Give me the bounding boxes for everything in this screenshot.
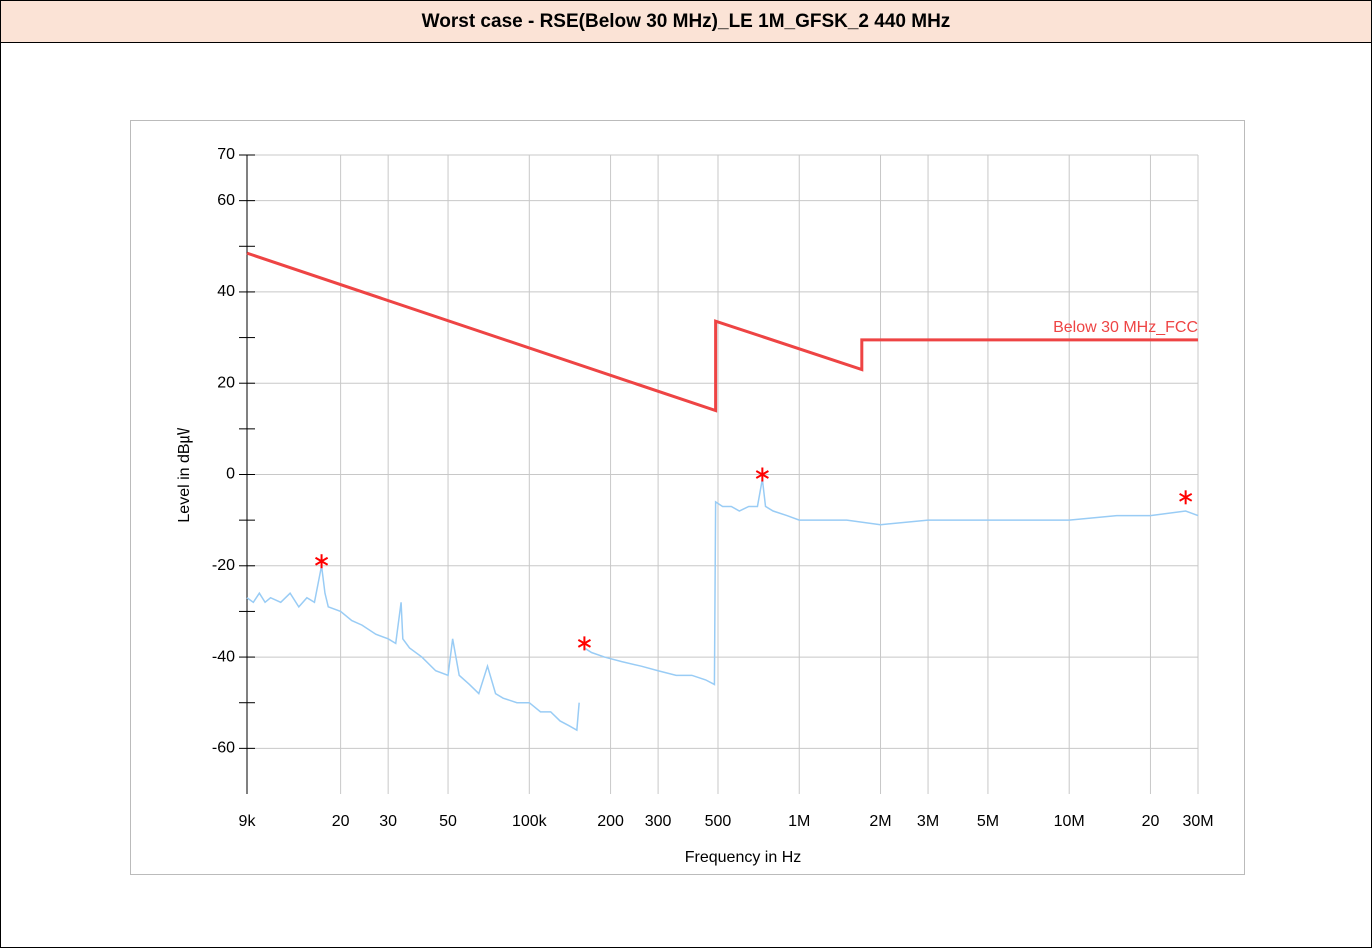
x-tick-label: 3M [917, 813, 939, 830]
chart-frame [130, 120, 1245, 875]
x-tick-label: 300 [645, 813, 672, 830]
y-tick-label: 60 [217, 192, 235, 209]
peak-marker-stroke [755, 470, 769, 479]
y-tick-label: -60 [212, 740, 235, 757]
x-tick-label: 10M [1054, 813, 1085, 830]
x-tick-label: 30 [379, 813, 397, 830]
x-tick-label: 30M [1182, 813, 1213, 830]
y-tick-label: 0 [226, 466, 235, 483]
peak-marker-stroke [577, 639, 591, 648]
x-tick-label: 200 [597, 813, 624, 830]
trace-line [246, 478, 1199, 732]
peak-marker [577, 636, 591, 651]
peak-marker-stroke [314, 556, 329, 566]
x-tick-label: 1M [788, 813, 810, 830]
y-axis-title: Level in dB㎶ [176, 427, 193, 522]
x-tick-label: 9k [239, 813, 257, 830]
x-tick-label: 5M [977, 813, 999, 830]
peak-marker [1179, 490, 1193, 505]
peak-marker-stroke [1179, 492, 1193, 502]
y-tick-label: 40 [217, 283, 235, 300]
y-tick-label: 70 [217, 146, 235, 163]
legend-label: Below 30 MHz_FCC [1053, 319, 1198, 336]
x-tick-label: 2M [869, 813, 891, 830]
limit-line [246, 251, 1198, 413]
x-tick-label: 20 [332, 813, 350, 830]
y-tick-label: 20 [217, 374, 235, 391]
header-band [0, 0, 1372, 43]
x-tick-label: 100k [512, 813, 548, 830]
chart-title: Worst case - RSE(Below 30 MHz)_LE 1M_GFS… [422, 11, 951, 32]
peak-marker [755, 467, 769, 482]
x-tick-label: 20 [1142, 813, 1160, 830]
peak-marker [314, 554, 329, 569]
x-tick-label: 50 [439, 813, 457, 830]
y-tick-label: -20 [212, 557, 235, 574]
x-tick-label: 500 [705, 813, 732, 830]
x-axis-title: Frequency in Hz [685, 849, 802, 866]
y-tick-label: -40 [212, 648, 235, 665]
